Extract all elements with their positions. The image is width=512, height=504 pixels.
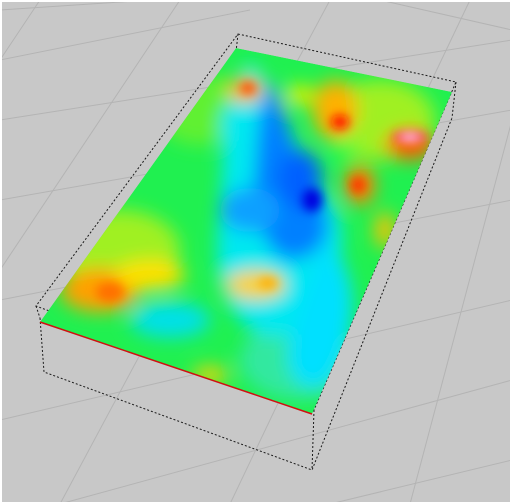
surface-front-edge <box>39 321 313 415</box>
bounding-box <box>35 33 457 471</box>
